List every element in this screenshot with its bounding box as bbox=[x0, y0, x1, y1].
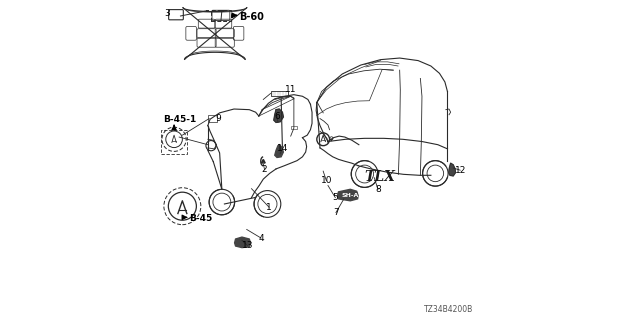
Text: 4: 4 bbox=[259, 234, 264, 243]
Text: 1: 1 bbox=[266, 203, 272, 212]
Circle shape bbox=[356, 165, 374, 183]
Polygon shape bbox=[235, 237, 250, 248]
Text: 2: 2 bbox=[262, 165, 268, 174]
Bar bbox=[208, 116, 217, 122]
Bar bbox=[206, 10, 209, 12]
Circle shape bbox=[427, 165, 444, 182]
Polygon shape bbox=[337, 189, 358, 201]
Text: 13: 13 bbox=[242, 241, 253, 250]
Circle shape bbox=[258, 195, 277, 213]
Text: 12: 12 bbox=[454, 166, 466, 175]
Text: 14: 14 bbox=[276, 144, 288, 153]
Bar bbox=[211, 10, 231, 21]
Text: 11: 11 bbox=[285, 85, 296, 94]
Text: 5: 5 bbox=[332, 193, 338, 202]
Polygon shape bbox=[275, 145, 284, 157]
Bar bbox=[271, 91, 288, 96]
Text: 10: 10 bbox=[321, 176, 332, 185]
Polygon shape bbox=[449, 163, 456, 176]
Text: 6: 6 bbox=[274, 112, 280, 121]
Text: B-45-1: B-45-1 bbox=[163, 115, 196, 124]
Bar bbox=[291, 126, 297, 129]
Polygon shape bbox=[274, 109, 284, 123]
Bar bbox=[221, 10, 224, 12]
Text: 8: 8 bbox=[375, 185, 381, 194]
Circle shape bbox=[213, 193, 231, 211]
Text: SH-AWD: SH-AWD bbox=[341, 193, 371, 197]
Text: 3: 3 bbox=[164, 9, 170, 18]
Text: TZ34B4200B: TZ34B4200B bbox=[424, 305, 474, 314]
Text: TLX: TLX bbox=[365, 170, 396, 184]
Text: B-45: B-45 bbox=[189, 214, 212, 223]
Bar bbox=[161, 130, 188, 154]
Text: B-60: B-60 bbox=[239, 12, 264, 22]
Text: 9: 9 bbox=[216, 114, 221, 123]
Text: 7: 7 bbox=[333, 208, 339, 217]
